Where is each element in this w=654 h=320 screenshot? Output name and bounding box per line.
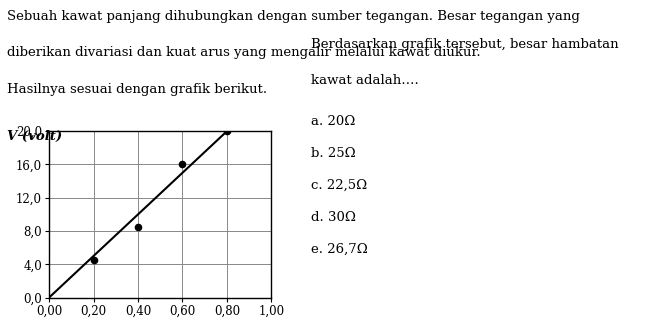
Text: Sebuah kawat panjang dihubungkan dengan sumber tegangan. Besar tegangan yang: Sebuah kawat panjang dihubungkan dengan … bbox=[7, 10, 579, 23]
Text: kawat adalah….: kawat adalah…. bbox=[311, 74, 419, 87]
Point bbox=[177, 162, 188, 167]
Text: e. 26,7Ω: e. 26,7Ω bbox=[311, 243, 368, 256]
Point bbox=[88, 258, 99, 263]
Text: V (volt): V (volt) bbox=[7, 130, 61, 143]
Text: Berdasarkan grafik tersebut, besar hambatan: Berdasarkan grafik tersebut, besar hamba… bbox=[311, 38, 618, 52]
Text: d. 30Ω: d. 30Ω bbox=[311, 211, 356, 224]
Text: diberikan divariasi dan kuat arus yang mengalir melalui kawat diukur.: diberikan divariasi dan kuat arus yang m… bbox=[7, 46, 480, 60]
Text: c. 22,5Ω: c. 22,5Ω bbox=[311, 179, 367, 192]
Text: Hasilnya sesuai dengan grafik berikut.: Hasilnya sesuai dengan grafik berikut. bbox=[7, 83, 267, 96]
Text: b. 25Ω: b. 25Ω bbox=[311, 147, 355, 160]
Point bbox=[133, 224, 143, 229]
Text: a. 20Ω: a. 20Ω bbox=[311, 115, 355, 128]
Point bbox=[222, 129, 232, 134]
